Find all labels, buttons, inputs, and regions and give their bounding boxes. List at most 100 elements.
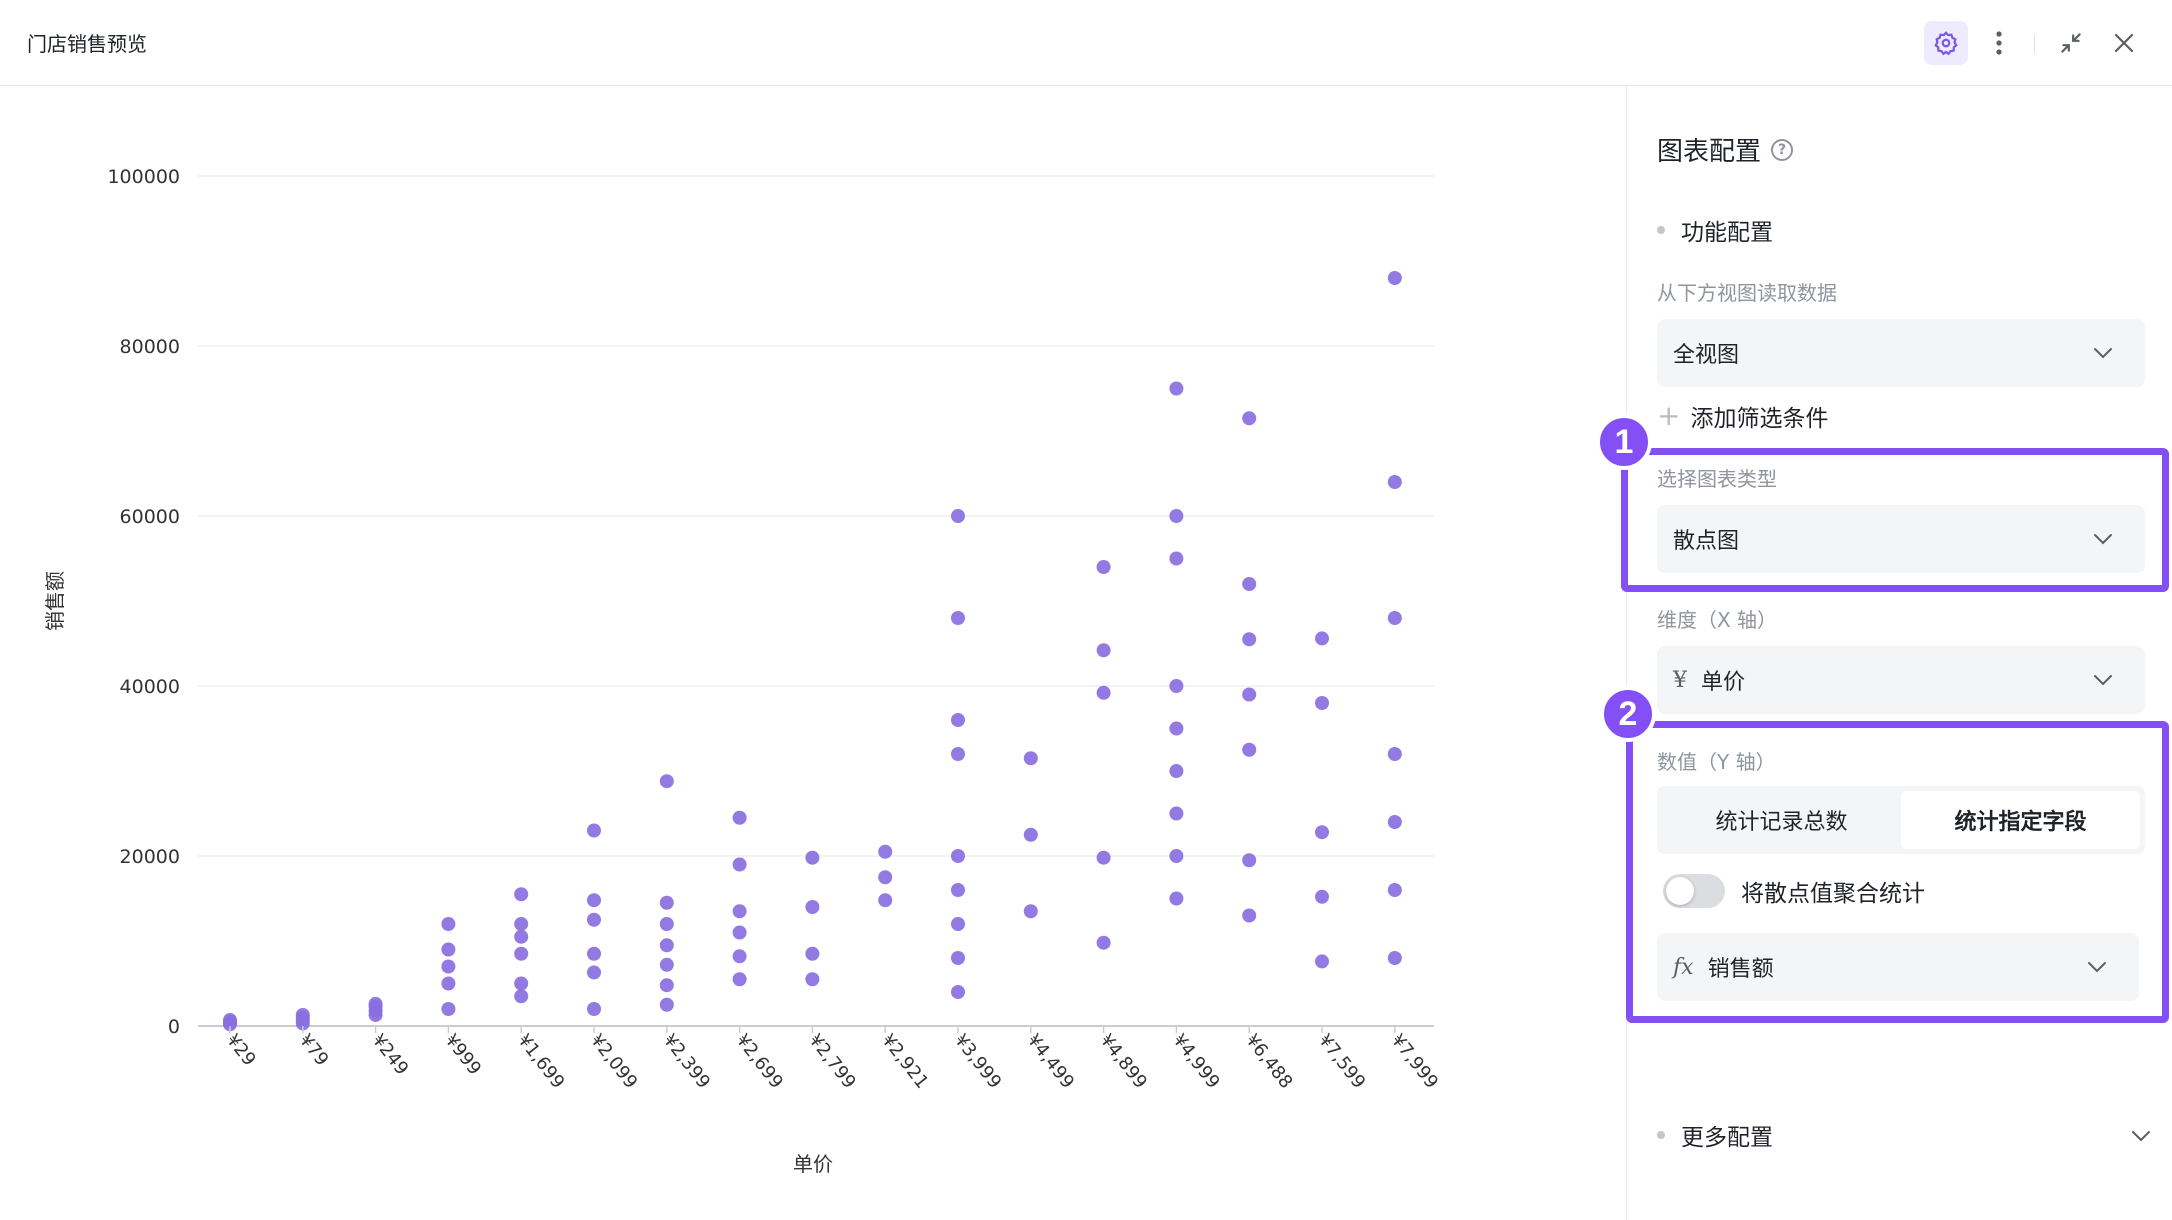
scatter-point[interactable] [587, 912, 601, 927]
scatter-point[interactable] [951, 985, 965, 999]
scatter-point[interactable] [223, 1013, 237, 1028]
help-icon[interactable]: ? [1771, 138, 1794, 161]
scatter-point[interactable] [951, 509, 965, 523]
scatter-point[interactable] [587, 946, 601, 961]
scatter-point[interactable] [1169, 679, 1184, 693]
scatter-point[interactable] [732, 857, 747, 872]
scatter-point[interactable] [1387, 271, 1402, 285]
scatter-point[interactable] [732, 810, 747, 825]
aggregate-toggle[interactable] [1663, 874, 1725, 908]
scatter-point[interactable] [1242, 411, 1257, 426]
scatter-point[interactable] [1169, 721, 1184, 736]
scatter-point[interactable] [805, 900, 820, 914]
scatter-point[interactable] [1169, 806, 1184, 821]
exit-fullscreen-button[interactable] [2049, 21, 2093, 65]
scatter-point[interactable] [1169, 764, 1184, 778]
scatter-point[interactable] [1387, 883, 1402, 897]
more-options-button[interactable] [1977, 21, 2021, 65]
scatter-point[interactable] [514, 917, 529, 931]
chart-type-select[interactable]: 散点图 [1657, 505, 2145, 573]
scatter-point[interactable] [1169, 891, 1184, 906]
value-field-select[interactable]: fx 销售额 [1657, 933, 2139, 1001]
scatter-point[interactable] [441, 917, 456, 931]
scatter-point[interactable] [441, 942, 456, 957]
scatter-point[interactable] [732, 972, 747, 987]
scatter-point[interactable] [659, 895, 674, 910]
scatter-point[interactable] [1242, 742, 1257, 757]
scatter-point[interactable] [1242, 577, 1257, 591]
scatter-point[interactable] [1315, 889, 1329, 904]
scatter-point[interactable] [951, 951, 965, 965]
scatter-point[interactable] [659, 917, 674, 931]
scatter-point[interactable] [1315, 825, 1329, 840]
scatter-point[interactable] [1242, 853, 1257, 868]
scatter-point[interactable] [514, 887, 529, 902]
dimension-select[interactable]: ¥ 单价 [1657, 646, 2145, 714]
scatter-point[interactable] [1387, 611, 1402, 625]
scatter-point[interactable] [441, 976, 456, 991]
scatter-point[interactable] [951, 849, 965, 863]
tab-specified-field[interactable]: 统计指定字段 [1901, 791, 2140, 849]
scatter-point[interactable] [1169, 849, 1184, 863]
scatter-point[interactable] [1096, 560, 1111, 574]
function-config-section[interactable]: 功能配置 [1657, 213, 1773, 247]
scatter-point[interactable] [1387, 815, 1402, 829]
scatter-point[interactable] [1023, 827, 1038, 842]
scatter-point[interactable] [659, 938, 674, 953]
scatter-point[interactable] [1169, 509, 1184, 523]
scatter-point[interactable] [587, 965, 601, 980]
scatter-point[interactable] [514, 989, 529, 1004]
scatter-point[interactable] [587, 1002, 601, 1016]
scatter-point[interactable] [805, 972, 820, 987]
scatter-point[interactable] [295, 1007, 310, 1022]
scatter-point[interactable] [587, 893, 601, 908]
scatter-point[interactable] [514, 976, 529, 991]
scatter-point[interactable] [951, 917, 965, 931]
scatter-point[interactable] [587, 823, 601, 838]
scatter-point[interactable] [1023, 904, 1038, 919]
scatter-point[interactable] [951, 713, 965, 727]
scatter-point[interactable] [1242, 687, 1257, 702]
scatter-point[interactable] [1096, 685, 1111, 700]
scatter-point[interactable] [659, 957, 674, 972]
scatter-point[interactable] [441, 1002, 456, 1016]
scatter-point[interactable] [1315, 696, 1329, 710]
scatter-point[interactable] [951, 747, 965, 761]
scatter-point[interactable] [1242, 632, 1257, 647]
scatter-point[interactable] [1169, 551, 1184, 566]
scatter-point[interactable] [1023, 751, 1038, 766]
tab-count-records[interactable]: 统计记录总数 [1715, 810, 1848, 835]
scatter-point[interactable] [1242, 908, 1257, 923]
scatter-point[interactable] [805, 850, 820, 865]
scatter-point[interactable] [878, 893, 893, 908]
scatter-point[interactable] [1387, 747, 1402, 761]
add-filter-button[interactable]: + 添加筛选条件 [1657, 399, 1828, 433]
scatter-point[interactable] [514, 946, 529, 961]
scatter-point[interactable] [805, 946, 820, 961]
settings-button[interactable] [1924, 21, 1968, 65]
scatter-point[interactable] [951, 611, 965, 625]
scatter-point[interactable] [732, 949, 747, 964]
scatter-point[interactable] [732, 904, 747, 919]
scatter-point[interactable] [1169, 381, 1184, 396]
scatter-point[interactable] [878, 870, 893, 885]
scatter-point[interactable] [659, 978, 674, 993]
scatter-point[interactable] [1387, 475, 1402, 489]
scatter-point[interactable] [514, 929, 529, 944]
scatter-point[interactable] [368, 996, 383, 1011]
scatter-point[interactable] [1096, 643, 1111, 658]
scatter-point[interactable] [659, 997, 674, 1012]
scatter-point[interactable] [951, 883, 965, 897]
scatter-point[interactable] [1096, 935, 1111, 950]
scatter-point[interactable] [732, 925, 747, 940]
scatter-point[interactable] [878, 844, 893, 859]
more-config-section[interactable]: 更多配置 [1657, 1118, 2150, 1152]
scatter-point[interactable] [659, 774, 674, 789]
scatter-point[interactable] [1315, 954, 1329, 969]
data-source-select[interactable]: 全视图 [1657, 319, 2145, 387]
scatter-point[interactable] [441, 959, 456, 974]
scatter-point[interactable] [1315, 631, 1329, 646]
close-button[interactable] [2102, 21, 2146, 65]
scatter-point[interactable] [1387, 951, 1402, 965]
scatter-point[interactable] [1096, 850, 1111, 865]
